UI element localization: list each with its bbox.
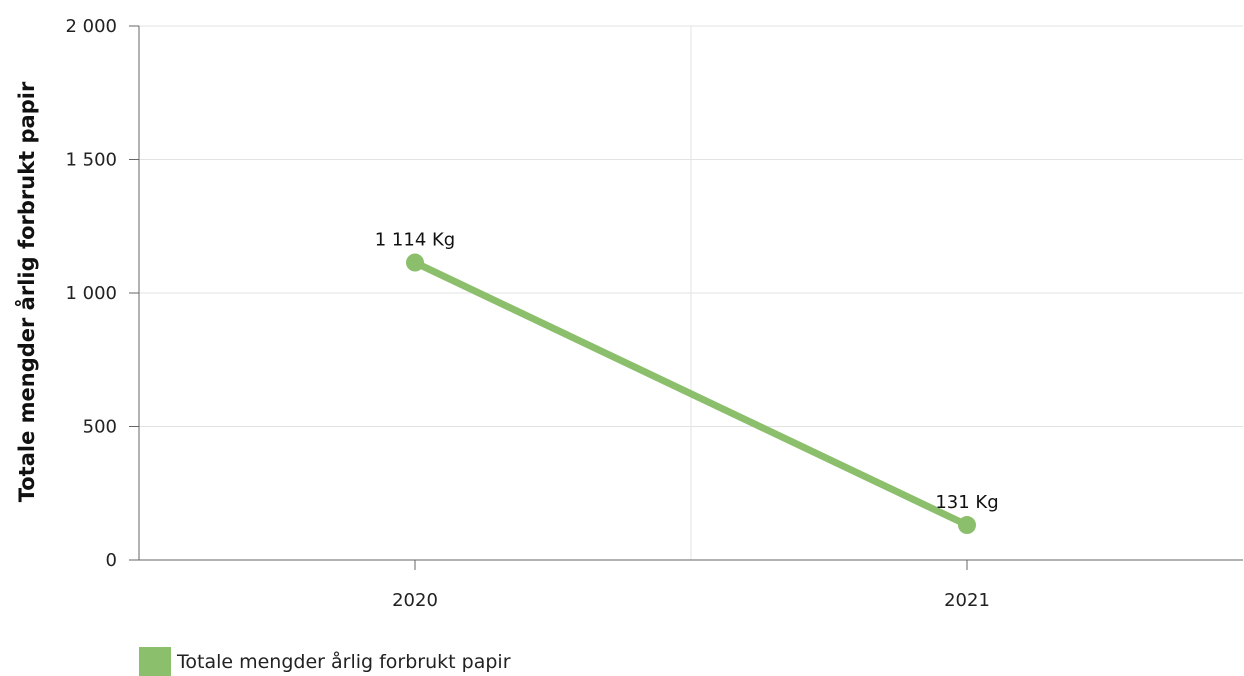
grid: [139, 25, 1243, 560]
line-chart: 0 500 1 000 1 500 2 000 2020 2021 1 114 Kg 131…: [14, 16, 1243, 611]
legend-swatch: [139, 647, 171, 676]
series: [406, 253, 976, 535]
data-labels: 1 114 Kg 131 Kg: [375, 230, 999, 513]
x-tick-label: 2021: [944, 590, 990, 611]
data-label: 131 Kg: [935, 492, 998, 513]
data-label: 1 114 Kg: [375, 230, 455, 251]
y-axis-ticks: 0 500 1 000 1 500 2 000: [65, 16, 139, 571]
x-axis-ticks: 2020 2021: [392, 560, 990, 611]
legend[interactable]: Totale mengder årlig forbrukt papir: [139, 647, 511, 676]
data-point: [958, 516, 976, 535]
y-axis-label: Totale mengder årlig forbrukt papir: [14, 81, 39, 502]
x-tick-label: 2020: [392, 590, 438, 611]
y-tick-label: 500: [83, 417, 117, 438]
y-tick-label: 1 500: [65, 150, 117, 171]
series-line: [411, 259, 971, 529]
y-tick-label: 1 000: [65, 283, 117, 304]
y-tick-label: 2 000: [65, 16, 117, 37]
legend-label: Totale mengder årlig forbrukt papir: [177, 650, 511, 673]
data-point: [406, 253, 424, 272]
y-tick-label: 0: [106, 550, 117, 571]
